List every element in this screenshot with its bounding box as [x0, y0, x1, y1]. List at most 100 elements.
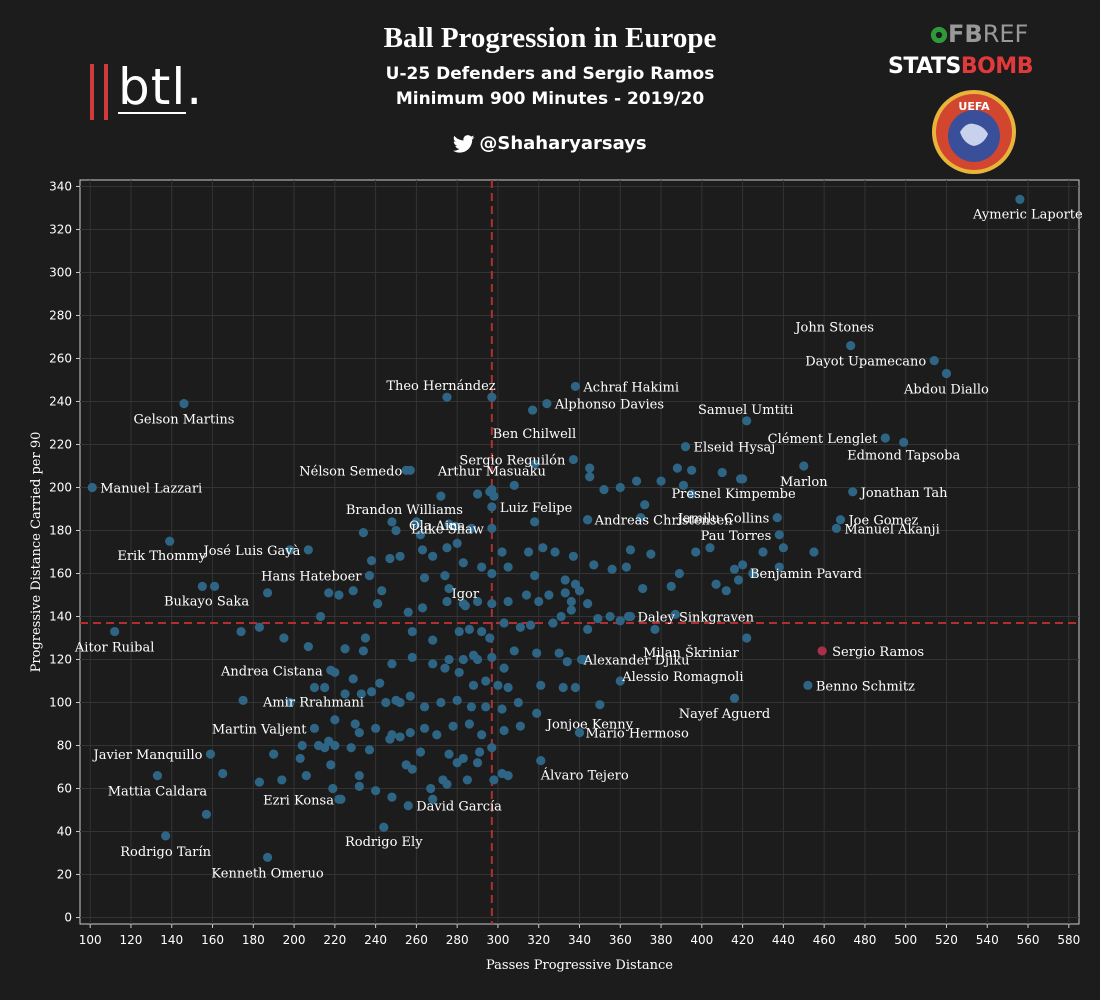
data-point — [542, 399, 552, 409]
data-point — [330, 740, 340, 751]
point-label: David García — [416, 800, 502, 815]
data-point — [385, 553, 395, 564]
data-point — [530, 571, 540, 581]
data-point — [440, 571, 450, 581]
fbref-fb: FB — [948, 20, 983, 48]
y-tick-label: 180 — [49, 523, 72, 537]
chart-title: Ball Progression in Europe — [383, 22, 717, 54]
data-point — [254, 622, 265, 632]
btl-underline — [118, 112, 186, 114]
data-point — [334, 590, 344, 600]
data-point — [428, 635, 438, 645]
statsbomb-stats: STATS — [888, 54, 961, 79]
data-point — [209, 581, 220, 592]
data-point — [405, 691, 415, 701]
data-point — [585, 472, 595, 482]
x-tick-label: 280 — [446, 933, 469, 947]
point-label: Sergio Reguilón — [459, 454, 566, 469]
data-point — [487, 743, 497, 753]
data-point — [742, 416, 752, 426]
data-point — [238, 695, 248, 705]
data-point — [532, 708, 542, 718]
data-point — [401, 760, 411, 770]
twitter-handle[interactable]: @Shaharyarsays — [0, 133, 1100, 154]
data-point — [729, 564, 740, 574]
data-point — [452, 758, 462, 768]
data-point — [358, 528, 368, 538]
data-point — [381, 697, 391, 708]
data-point — [340, 689, 350, 699]
data-point — [436, 491, 446, 501]
data-point — [452, 538, 462, 548]
point-label: Benno Schmitz — [816, 679, 915, 694]
x-tick-label: 300 — [486, 933, 509, 947]
y-tick-label: 60 — [57, 782, 72, 796]
data-point — [161, 831, 171, 841]
x-tick-label: 580 — [1057, 933, 1080, 947]
x-tick-label: 340 — [568, 933, 591, 947]
data-point — [442, 596, 452, 607]
data-point — [442, 392, 452, 402]
data-point — [477, 626, 487, 637]
data-point — [538, 543, 548, 553]
data-point — [403, 801, 413, 811]
x-tick-label: 380 — [650, 933, 673, 947]
highlight-label: Sergio Ramos — [832, 645, 924, 660]
data-point — [487, 485, 497, 495]
uefa-logo: UEFA — [932, 90, 1016, 174]
data-point — [536, 755, 546, 766]
data-point — [419, 573, 430, 583]
data-point — [360, 633, 371, 643]
point-label: Martin Valjent — [212, 722, 307, 737]
data-point — [375, 678, 385, 688]
data-point — [738, 560, 748, 570]
data-point — [615, 482, 625, 493]
data-point — [350, 719, 360, 729]
data-point — [717, 467, 727, 478]
data-point — [589, 560, 599, 570]
data-point — [530, 459, 540, 469]
data-point — [165, 536, 175, 546]
data-point — [348, 586, 358, 596]
data-point — [464, 719, 475, 729]
data-point — [523, 547, 534, 557]
point-label: Erik Thommy — [117, 549, 206, 564]
point-label: José Luis Gayà — [202, 544, 301, 559]
statsbomb-bomb: BOMB — [960, 54, 1034, 79]
data-point — [279, 633, 289, 643]
data-point — [574, 728, 585, 738]
y-tick-label: 20 — [57, 868, 72, 882]
data-point — [566, 605, 576, 615]
data-point — [499, 663, 509, 673]
data-point — [387, 659, 397, 669]
data-point — [774, 530, 784, 540]
data-point — [354, 728, 364, 738]
data-point — [395, 732, 405, 742]
data-point — [428, 659, 438, 669]
data-point — [670, 609, 680, 619]
point-label: Manuel Lazzari — [100, 481, 202, 496]
data-point — [640, 500, 650, 510]
data-point — [436, 697, 446, 708]
data-point — [477, 730, 487, 740]
data-point — [593, 614, 603, 624]
data-point — [371, 786, 381, 796]
data-point — [277, 775, 287, 785]
data-point — [269, 749, 279, 759]
x-tick-label: 440 — [772, 933, 795, 947]
data-point — [444, 654, 454, 665]
data-point — [487, 502, 497, 512]
x-tick-label: 120 — [120, 933, 143, 947]
data-point — [568, 551, 578, 561]
data-point — [562, 657, 572, 667]
point-label: Marlon — [780, 475, 828, 490]
point-label: Nélson Semedo — [299, 464, 402, 479]
data-point — [595, 700, 605, 710]
data-point — [493, 680, 503, 690]
y-tick-label: 220 — [49, 437, 72, 451]
data-point — [377, 586, 387, 596]
y-tick-label: 260 — [49, 351, 72, 365]
data-point — [566, 596, 576, 607]
data-point — [303, 545, 313, 555]
y-tick-label: 0 — [64, 911, 72, 925]
